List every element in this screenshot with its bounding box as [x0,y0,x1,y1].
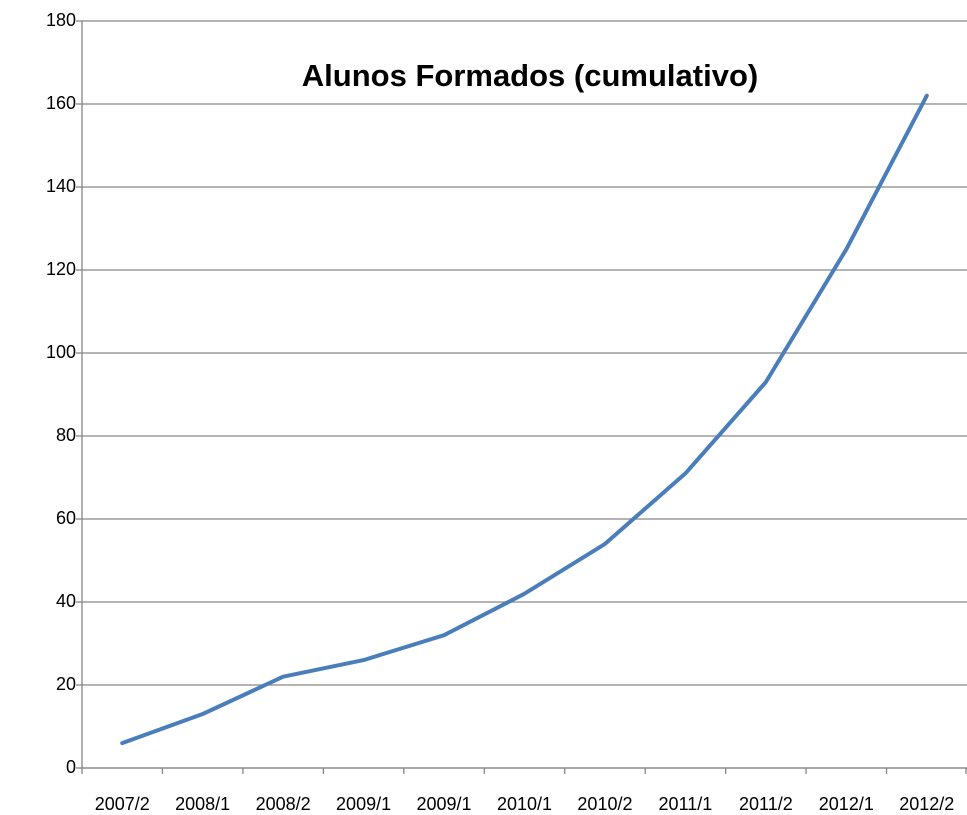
y-tick-label: 100 [46,342,76,362]
y-tick-label: 80 [56,425,76,445]
x-tick-label: 2009/1 [417,794,472,814]
chart-title: Alunos Formados (cumulativo) [302,58,758,93]
y-tick-label: 40 [56,591,76,611]
x-tick-label: 2009/1 [336,794,391,814]
y-tick-label: 0 [66,757,76,777]
x-tick-label: 2010/1 [497,794,552,814]
y-tick-label: 60 [56,508,76,528]
x-tick-label: 2008/2 [256,794,311,814]
y-tick-label: 120 [46,259,76,279]
x-tick-label: 2011/2 [739,794,793,814]
y-tick-label: 160 [46,93,76,113]
y-tick-label: 20 [56,674,76,694]
x-tick-label: 2012/1 [819,794,874,814]
x-tick-label: 2011/1 [659,794,713,814]
data-line [120,93,929,746]
x-tick-label: 2007/2 [95,794,150,814]
x-tick-label: 2010/2 [577,794,632,814]
x-tick-label: 2008/1 [175,794,230,814]
y-tick-label: 180 [46,10,76,30]
x-tick-label: 2012/2 [899,794,954,814]
y-tick-label: 140 [46,176,76,196]
